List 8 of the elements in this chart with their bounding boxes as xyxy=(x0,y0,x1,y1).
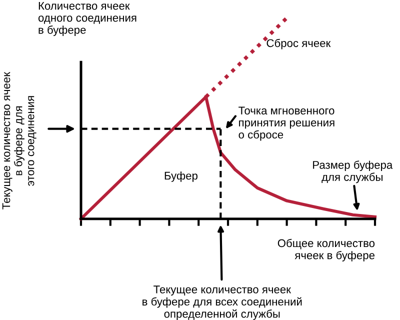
annotation: Точка мгновенного принятия решения о сбросе xyxy=(238,106,334,141)
annotation: Буфер xyxy=(164,172,198,182)
chart-title: Количество ячеек одного соединения в буфере xyxy=(38,2,136,36)
annotation: Сброс ячеек xyxy=(266,38,331,50)
y-axis-title: Текущее количество ячеек в буфере для этого соединения xyxy=(2,72,36,210)
annotation: Размер буфера для службы xyxy=(313,160,393,184)
x-axis-title: Общее количество ячеек в буфере xyxy=(278,238,375,262)
text: Текущее количество ячеек в буфере для всех соединений определенной службы xyxy=(142,286,302,320)
